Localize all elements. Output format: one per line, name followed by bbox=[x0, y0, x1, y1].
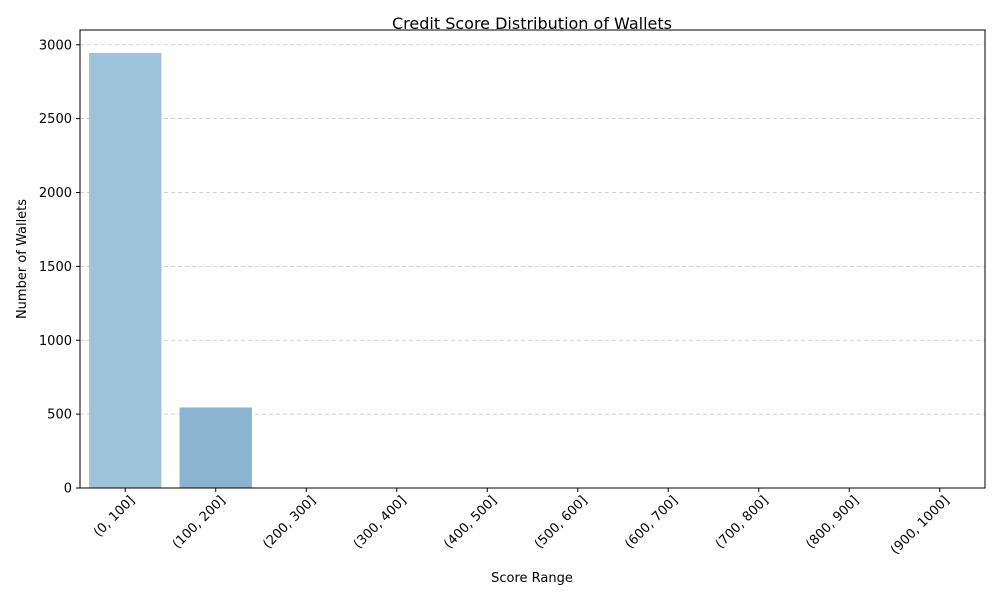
x-tick-label: (700, 800] bbox=[713, 493, 772, 552]
bar bbox=[89, 52, 162, 489]
x-tick-label: (900, 1000] bbox=[888, 493, 953, 558]
x-tick-label: (0, 100] bbox=[91, 493, 138, 540]
y-axis-label: Number of Wallets bbox=[15, 199, 30, 319]
x-tick-label: (800, 900] bbox=[803, 493, 862, 552]
x-tick-label: (500, 600] bbox=[532, 493, 591, 552]
chart-title: Credit Score Distribution of Wallets bbox=[392, 14, 672, 33]
bar bbox=[179, 407, 252, 488]
x-tick-label: (300, 400] bbox=[351, 493, 410, 552]
y-tick-label: 2500 bbox=[39, 112, 72, 127]
x-tick-label: (100, 200] bbox=[170, 493, 229, 552]
bars bbox=[89, 52, 252, 489]
y-tick-label: 0 bbox=[64, 482, 72, 497]
y-tick-label: 2000 bbox=[39, 186, 72, 201]
x-tick-label: (200, 300] bbox=[260, 493, 319, 552]
x-tick-label: (400, 500] bbox=[441, 493, 500, 552]
x-axis-label: Score Range bbox=[491, 571, 573, 586]
x-axis: (0, 100] (100, 200] (200, 300] (300, 400] (4… bbox=[91, 488, 953, 558]
plot-frame bbox=[79, 29, 986, 489]
grid-lines bbox=[80, 44, 985, 415]
y-tick-label: 1500 bbox=[39, 260, 72, 275]
x-tick-label: (600, 700] bbox=[622, 493, 681, 552]
y-tick-label: 1000 bbox=[39, 334, 72, 349]
y-tick-label: 500 bbox=[47, 408, 72, 423]
y-axis: 0 500 1000 1500 2000 2500 3000 bbox=[39, 38, 80, 497]
y-tick-label: 3000 bbox=[39, 38, 72, 53]
